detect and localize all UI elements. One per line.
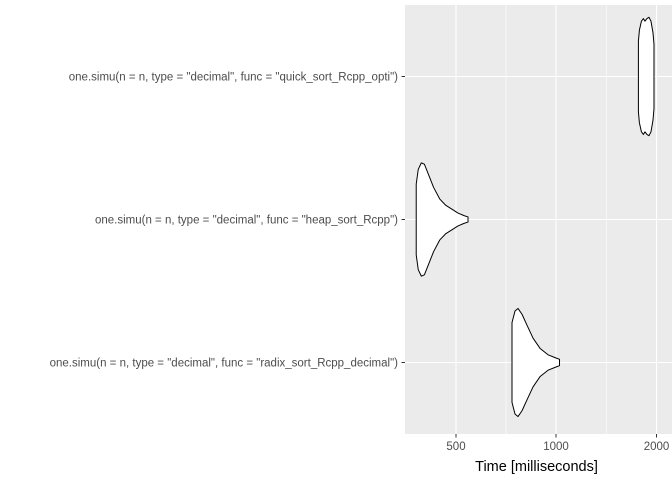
x-axis: 500 1000 2000 [446, 434, 669, 453]
y-tick-label: one.simu(n = n, type = "decimal", func =… [69, 72, 398, 84]
violins [415, 16, 655, 418]
y-tick-label: one.simu(n = n, type = "decimal", func =… [50, 358, 399, 370]
y-tick-label: one.simu(n = n, type = "decimal", func =… [95, 215, 398, 227]
x-tick-label: 1000 [543, 441, 569, 453]
violin-1 [415, 162, 469, 277]
y-axis: one.simu(n = n, type = "decimal", func =… [50, 72, 405, 370]
violin-2 [511, 307, 561, 418]
violin-0 [637, 16, 655, 137]
x-tick-label: 2000 [644, 441, 670, 453]
x-axis-title: Time [milliseconds] [475, 459, 598, 475]
x-tick-label: 500 [446, 441, 465, 453]
